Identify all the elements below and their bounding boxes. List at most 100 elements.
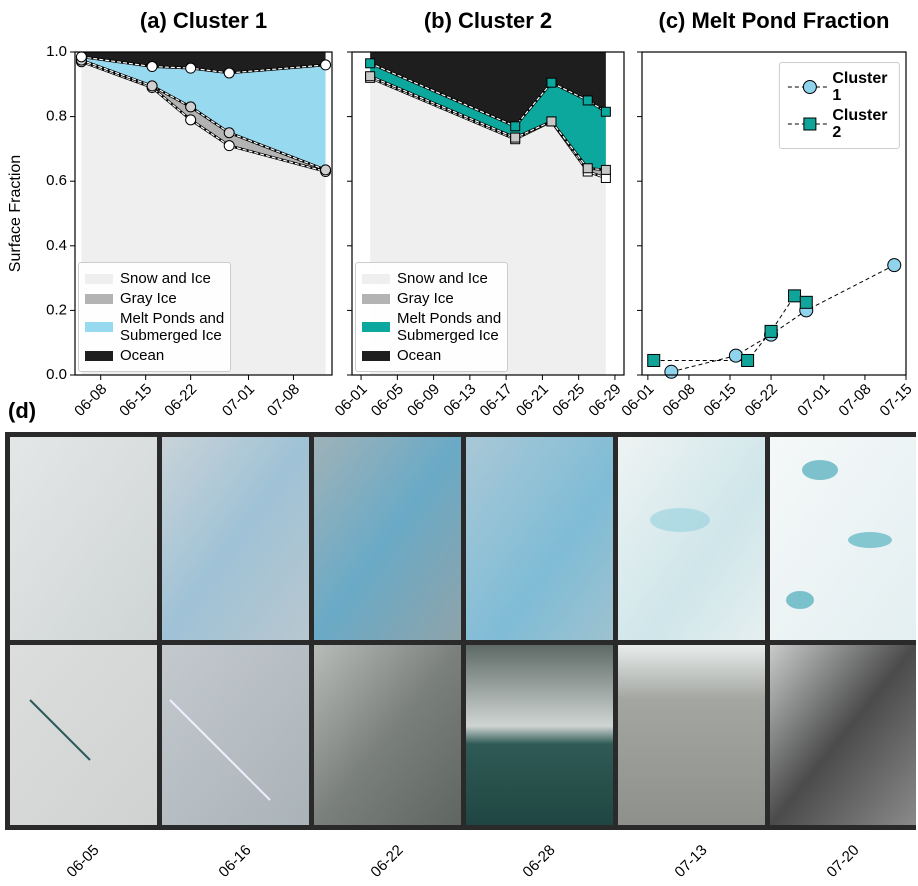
marker (186, 102, 196, 112)
marker (224, 128, 234, 138)
legend-label: Snow and Ice (397, 270, 488, 287)
satellite-image (162, 437, 309, 640)
marker (583, 96, 592, 105)
satellite-image (618, 645, 765, 825)
legend-marker (804, 118, 816, 130)
x-tick-label: 06-15 (116, 381, 155, 420)
marker (366, 59, 375, 68)
satellite-image (162, 645, 309, 825)
marker (511, 133, 520, 142)
legend: Snow and Ice Gray Ice Melt Ponds and Subme… (355, 262, 508, 372)
marker (888, 259, 901, 272)
y-axis-label: Surface Fraction (7, 155, 24, 272)
legend-entry: Ocean (85, 347, 224, 364)
x-tick-label: 07-01 (794, 381, 833, 420)
satellite-image (770, 437, 916, 640)
marker (547, 117, 556, 126)
legend-entry: Ocean (362, 347, 501, 364)
x-tick-label: 07-08 (264, 381, 303, 420)
chart-title: (a) Cluster 1 (140, 8, 267, 33)
marker (366, 72, 375, 81)
x-tick-label: 06-08 (71, 381, 110, 420)
marker (742, 354, 754, 366)
satellite-image (314, 437, 461, 640)
x-tick-label: 06-29 (585, 381, 624, 420)
x-tick-label: 06-01 (332, 381, 371, 420)
x-tick-label: 06-22 (742, 381, 781, 420)
legend-label: Melt Ponds and Submerged Ice (397, 310, 501, 344)
x-tick-label: 06-05 (368, 381, 407, 420)
marker (648, 354, 660, 366)
marker (583, 164, 592, 173)
legend-label: Gray Ice (120, 290, 177, 307)
marker (76, 52, 86, 62)
satellite-image (618, 437, 765, 640)
image-date-label: 06-22 (367, 842, 406, 881)
satellite-image (466, 437, 613, 640)
x-tick-label: 06-08 (659, 381, 698, 420)
legend-entry: Gray Ice (362, 290, 501, 307)
y-tick-label: 0.4 (46, 237, 67, 254)
x-tick-label: 07-08 (835, 381, 874, 420)
legend-swatch (362, 351, 390, 361)
x-tick-label: 06-17 (477, 381, 516, 420)
satellite-image (10, 645, 157, 825)
marker (800, 296, 812, 308)
image-date-label: 07-20 (823, 842, 862, 881)
marker (224, 68, 234, 78)
legend-swatch (85, 274, 113, 284)
legend-swatch (85, 351, 113, 361)
x-tick-label: 06-15 (700, 381, 739, 420)
legend-entry: Melt Ponds and Submerged Ice (362, 310, 501, 344)
x-tick-label: 07-15 (876, 381, 915, 420)
satellite-image (466, 645, 613, 825)
y-tick-label: 0.2 (46, 301, 67, 318)
x-tick-label: 07-01 (219, 381, 258, 420)
marker (186, 63, 196, 73)
y-tick-label: 0.8 (46, 108, 67, 125)
legend-swatch (85, 294, 113, 304)
x-tick-label: 06-01 (618, 381, 657, 420)
image-date-label: 06-28 (519, 842, 558, 881)
pond (650, 508, 710, 532)
marker (789, 290, 801, 302)
panel-label: (d) (8, 398, 36, 423)
x-tick-label: 06-13 (440, 381, 479, 420)
legend-entry: Cluster 2 (786, 107, 893, 141)
legend-entry: Melt Ponds and Submerged Ice (85, 310, 224, 344)
marker (186, 115, 196, 125)
x-tick-label: 06-22 (161, 381, 200, 420)
x-tick-label: 06-25 (549, 381, 588, 420)
satellite-image (10, 437, 157, 640)
legend-icon (786, 116, 829, 132)
y-tick-label: 0.6 (46, 172, 67, 189)
legend-swatch (362, 274, 390, 284)
legend-label: Melt Ponds and Submerged Ice (120, 310, 224, 344)
y-tick-label: 1.0 (46, 43, 67, 60)
legend-icon (786, 79, 829, 95)
satellite-image (770, 645, 916, 825)
legend-entry: Snow and Ice (362, 270, 501, 287)
pond (802, 460, 838, 480)
marker (224, 141, 234, 151)
image-date-label: 06-05 (63, 842, 102, 881)
y-tick-label: 0.0 (46, 366, 67, 383)
marker (729, 349, 742, 362)
legend-marker (803, 81, 816, 94)
legend-swatch (362, 294, 390, 304)
x-tick-label: 06-21 (513, 381, 552, 420)
legend-label: Ocean (397, 347, 441, 364)
pond (848, 532, 892, 548)
legend-label: Gray Ice (397, 290, 454, 307)
legend-label: Cluster 1 (832, 70, 893, 104)
marker (547, 78, 556, 87)
marker (321, 165, 331, 175)
marker (765, 325, 777, 337)
chart-title: (b) Cluster 2 (424, 8, 552, 33)
marker (511, 122, 520, 131)
legend-entry: Gray Ice (85, 290, 224, 307)
legend-entry: Cluster 1 (786, 70, 893, 104)
marker (147, 81, 157, 91)
